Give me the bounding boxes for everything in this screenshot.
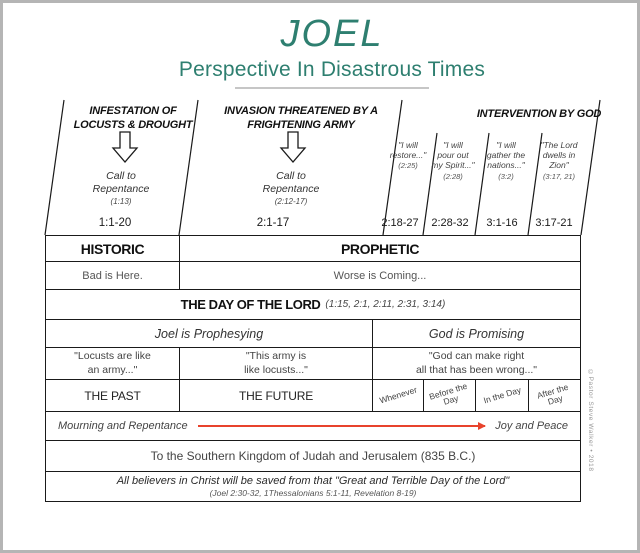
day-of-the-lord-cell: THE DAY OF THE LORD (1:15, 2:1, 2:11, 2:… bbox=[46, 290, 580, 319]
promise-text: All believers in Christ will be saved fr… bbox=[116, 475, 510, 487]
mourning-joy-cell: Mourning and Repentance Joy and Peace bbox=[46, 412, 580, 440]
row-audience: To the Southern Kingdom of Judah and Jer… bbox=[46, 441, 580, 472]
chapter-range-6: 3:17-21 bbox=[535, 217, 573, 229]
right-arrow-icon bbox=[197, 422, 486, 429]
down-arrow-icon bbox=[279, 131, 307, 163]
the-future-label: THE FUTURE bbox=[180, 380, 373, 411]
book-title: JOEL bbox=[280, 13, 384, 55]
scripture-ref: (1:13) bbox=[110, 197, 132, 207]
whenever-cell: Whenever bbox=[373, 380, 424, 411]
before-the-day-cell: Before the Day bbox=[424, 380, 476, 411]
promise-restore: "I will restore..." (2:25) bbox=[381, 140, 435, 170]
copyright-credit: ©Pastor Steve Walker • 2018 bbox=[587, 369, 594, 472]
timeline-band: INFESTATION OF LOCUSTS & DROUGHT Call to… bbox=[44, 99, 601, 236]
worse-is-coming-label: Worse is Coming... bbox=[333, 269, 427, 282]
row-day-of-the-lord: THE DAY OF THE LORD (1:15, 2:1, 2:11, 2:… bbox=[46, 290, 580, 320]
main-table: HISTORIC PROPHETIC Bad is Here. Worse is… bbox=[45, 235, 581, 502]
promise-nations: "I will gather the nations..." (3:2) bbox=[479, 140, 533, 181]
timeline-divider-lines bbox=[44, 99, 601, 236]
section-heading-intervention: INTERVENTION BY GOD bbox=[476, 108, 602, 120]
row-promise: All believers in Christ will be saved fr… bbox=[46, 472, 580, 501]
god-promising-label: God is Promising bbox=[428, 326, 525, 341]
mourning-label: Mourning and Repentance bbox=[58, 420, 188, 432]
chapter-range-5: 3:1-16 bbox=[486, 217, 518, 229]
scripture-ref: (2:25) bbox=[398, 161, 418, 171]
day-of-the-lord-title: THE DAY OF THE LORD bbox=[180, 297, 321, 312]
chapter-range-2: 2:1-17 bbox=[256, 217, 290, 229]
chapter-range-4: 2:28-32 bbox=[431, 217, 469, 229]
chapter-range-3: 2:18-27 bbox=[381, 217, 419, 229]
subtitle-underline bbox=[235, 86, 429, 89]
down-arrow-icon bbox=[111, 131, 139, 163]
promise-cell: All believers in Christ will be saved fr… bbox=[46, 472, 580, 501]
row-past-future-when: THE PAST THE FUTURE Whenever Before the … bbox=[46, 380, 580, 412]
after-the-day-cell: After the Day bbox=[536, 381, 570, 407]
audience-label: To the Southern Kingdom of Judah and Jer… bbox=[150, 449, 476, 463]
army-quote: "This army is like locusts..." bbox=[180, 348, 373, 379]
bad-is-here-label: Bad is Here. bbox=[46, 262, 180, 289]
god-quote: "God can make right all that has been wr… bbox=[415, 349, 538, 376]
promise-zion: "The Lord dwells in Zion" (3:17, 21) bbox=[532, 140, 586, 181]
row-historic-prophetic: HISTORIC PROPHETIC bbox=[46, 236, 580, 262]
row-prophesying-promising: Joel is Prophesying God is Promising bbox=[46, 320, 580, 348]
the-past-label: THE PAST bbox=[46, 380, 180, 411]
historic-label: HISTORIC bbox=[46, 236, 180, 261]
chapter-range-1: 1:1-20 bbox=[98, 217, 132, 229]
chart-header: JOEL Perspective In Disastrous Times bbox=[15, 13, 637, 89]
joy-label: Joy and Peace bbox=[495, 420, 568, 432]
call-to-repentance-2: Call to Repentance (2:12-17) bbox=[241, 170, 341, 206]
in-the-day-cell: In the Day bbox=[476, 380, 529, 411]
locusts-quote: "Locusts are like an army..." bbox=[46, 348, 180, 379]
scripture-ref: (3:2) bbox=[498, 171, 514, 181]
scripture-ref: (3:17, 21) bbox=[542, 171, 576, 181]
scripture-ref: (2:12-17) bbox=[274, 197, 308, 207]
day-of-the-lord-refs: (1:15, 2:1, 2:11, 2:31, 3:14) bbox=[325, 299, 446, 310]
section-heading-infestation: INFESTATION OF LOCUSTS & DROUGHT bbox=[73, 105, 193, 131]
promise-spirit: "I will pour out my Spirit..." (2:28) bbox=[426, 140, 480, 181]
joel-prophesying-label: Joel is Prophesying bbox=[46, 320, 373, 347]
promise-refs: (Joel 2:30-32, 1Thessalonians 5:1-11, Re… bbox=[209, 488, 417, 498]
section-heading-invasion: INVASION THREATENED BY A FRIGHTENING ARM… bbox=[224, 105, 378, 131]
call-to-repentance-1: Call to Repentance (1:13) bbox=[71, 170, 171, 206]
row-quotes: "Locusts are like an army..." "This army… bbox=[46, 348, 580, 380]
scripture-ref: (2:28) bbox=[443, 171, 463, 181]
chart-subtitle: Perspective In Disastrous Times bbox=[178, 57, 486, 81]
prophetic-label: PROPHETIC bbox=[340, 240, 420, 257]
row-mourning-joy: Mourning and Repentance Joy and Peace bbox=[46, 412, 580, 441]
row-bad-worse: Bad is Here. Worse is Coming... bbox=[46, 262, 580, 290]
